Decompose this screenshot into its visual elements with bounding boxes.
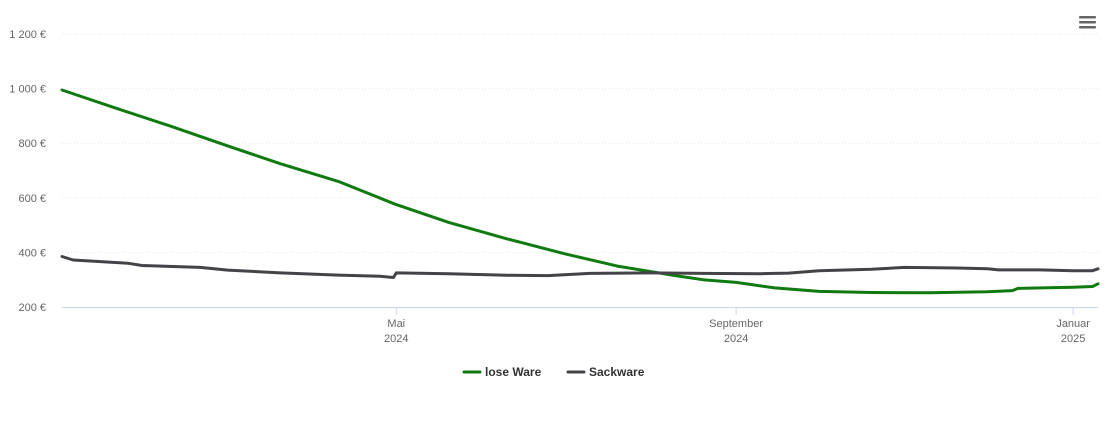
legend-label: Sackware <box>589 365 645 379</box>
legend-item-sackware[interactable]: Sackware <box>566 365 645 379</box>
x-tick-year-label: 2024 <box>384 333 408 345</box>
x-axis-labels: Mai 2024 September 2024 Januar 2025 <box>384 307 1090 345</box>
x-tick-label: September <box>709 318 763 330</box>
x-tick-year-label: 2025 <box>1061 333 1085 345</box>
x-tick-year-label: 2024 <box>724 333 748 345</box>
y-tick-label: 1 000 € <box>9 84 46 96</box>
series-line-sackware[interactable] <box>60 255 1100 279</box>
context-menu-button[interactable] <box>1078 15 1098 31</box>
hamburger-menu-icon <box>1079 16 1096 29</box>
x-tick-label: Januar <box>1056 318 1090 330</box>
y-tick-label: 400 € <box>18 247 46 259</box>
plot-series <box>60 88 1100 295</box>
legend[interactable]: lose Ware Sackware <box>462 365 645 379</box>
legend-label: lose Ware <box>485 365 542 379</box>
x-tick-label: Mai <box>387 318 405 330</box>
series-line-lose-ware[interactable] <box>60 88 1100 295</box>
y-tick-label: 1 200 € <box>9 29 46 41</box>
y-tick-label: 600 € <box>18 193 46 205</box>
y-axis-labels: 200 € 400 € 600 € 800 € 1 000 € 1 200 € <box>9 29 46 314</box>
y-tick-label: 200 € <box>18 302 46 314</box>
legend-item-lose-ware[interactable]: lose Ware <box>462 365 542 379</box>
y-tick-label: 800 € <box>18 138 46 150</box>
